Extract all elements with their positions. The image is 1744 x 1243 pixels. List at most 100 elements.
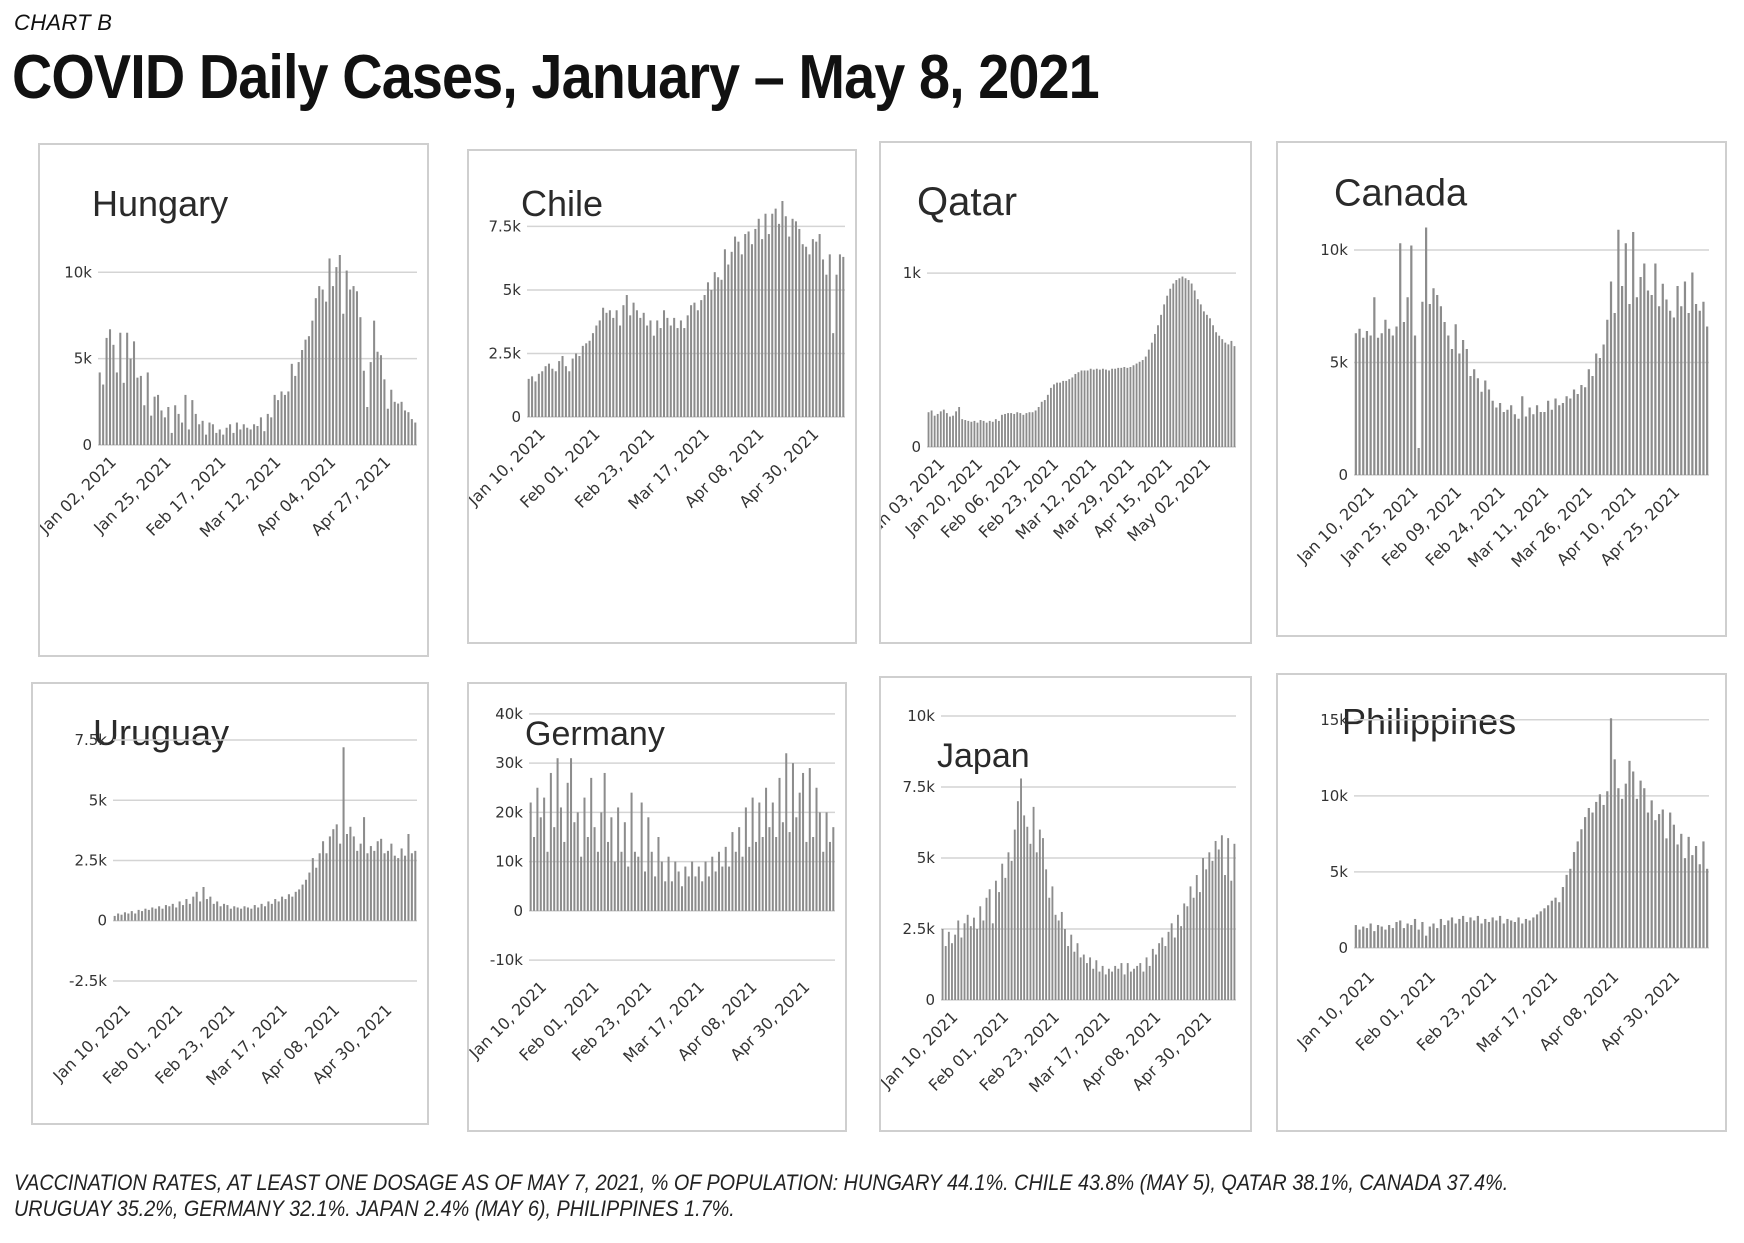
y-tick-label: 2.5k <box>74 852 107 870</box>
bar <box>744 807 747 911</box>
bar <box>297 362 300 445</box>
bar <box>263 906 267 921</box>
bar <box>390 389 393 445</box>
bar <box>393 855 396 921</box>
bar <box>294 891 297 921</box>
bar <box>1369 923 1372 948</box>
bar <box>558 361 561 417</box>
bar <box>270 903 273 921</box>
bar <box>379 355 383 445</box>
bar <box>720 279 723 417</box>
bar <box>1454 324 1457 475</box>
bar <box>1417 929 1420 948</box>
chart-panel-qatar: Qatar 0 1k Jan 03, 2021 Jan 20, 2021 Feb 06, … <box>879 141 1252 644</box>
bar <box>1628 304 1631 475</box>
bar <box>1380 926 1383 948</box>
bar <box>947 931 950 1000</box>
bar <box>1572 852 1576 948</box>
bar <box>195 891 198 921</box>
bar <box>1190 283 1193 447</box>
bar <box>1104 974 1107 1000</box>
bar <box>1425 227 1428 475</box>
bar <box>575 353 578 417</box>
bar <box>144 908 147 921</box>
bar <box>105 337 108 445</box>
bar <box>805 841 808 911</box>
bar <box>1432 923 1435 948</box>
chart-title-canada: Canada <box>1334 172 1468 214</box>
bar <box>822 259 825 417</box>
bar <box>612 317 615 417</box>
bar <box>1406 923 1409 948</box>
bar <box>158 906 161 921</box>
bar <box>1580 385 1583 475</box>
bar <box>1683 858 1687 948</box>
bar <box>122 382 125 445</box>
bar <box>290 363 293 445</box>
bar <box>1698 310 1701 475</box>
bar <box>229 424 232 445</box>
bar <box>791 218 794 417</box>
bar <box>267 901 270 921</box>
y-tick-label: 0 <box>1338 466 1348 484</box>
bar <box>991 923 994 1000</box>
bar <box>534 381 537 417</box>
bar <box>1212 325 1214 447</box>
bar <box>543 797 546 911</box>
bar <box>970 421 973 447</box>
bar <box>949 416 951 447</box>
bar <box>136 377 139 445</box>
bar <box>1010 413 1013 447</box>
bar <box>335 824 338 921</box>
bar <box>1672 317 1675 475</box>
bar <box>1524 918 1528 948</box>
bar <box>533 837 536 911</box>
bar <box>1561 403 1565 475</box>
bar <box>1053 384 1055 447</box>
bar <box>198 424 201 445</box>
bar <box>757 218 760 417</box>
bar <box>1365 928 1369 948</box>
bar <box>607 841 610 911</box>
bar <box>1187 280 1190 447</box>
bar <box>764 213 767 417</box>
bar <box>927 412 930 447</box>
bar <box>1198 892 1201 1000</box>
bar <box>941 929 944 1000</box>
bar <box>1060 911 1063 1000</box>
bar <box>168 906 171 921</box>
bar <box>1181 276 1184 447</box>
bar <box>325 301 328 445</box>
bar <box>1669 310 1672 475</box>
bar <box>1016 412 1019 447</box>
bar <box>649 320 652 417</box>
bar <box>1177 914 1179 1000</box>
bar <box>318 286 321 445</box>
bar <box>1369 335 1372 475</box>
bar <box>130 911 133 921</box>
bar <box>1595 801 1598 948</box>
bar <box>1031 412 1034 447</box>
bar <box>151 907 154 921</box>
bar <box>554 371 557 417</box>
bar <box>359 317 362 445</box>
bar <box>963 923 966 1000</box>
bar <box>1147 349 1150 447</box>
y-tick-label: 10k <box>1320 241 1348 259</box>
bar <box>174 405 177 445</box>
bar <box>1543 412 1546 475</box>
bar <box>182 905 185 921</box>
bar <box>331 286 334 445</box>
bar <box>277 901 280 921</box>
bar <box>747 231 750 417</box>
bar <box>1421 301 1424 475</box>
bar <box>1421 921 1424 948</box>
bar <box>1591 812 1594 948</box>
bar <box>321 289 324 445</box>
bar <box>1484 918 1487 948</box>
bar <box>954 934 957 1000</box>
bar <box>215 432 218 445</box>
bar <box>208 422 211 445</box>
bar <box>761 837 764 911</box>
